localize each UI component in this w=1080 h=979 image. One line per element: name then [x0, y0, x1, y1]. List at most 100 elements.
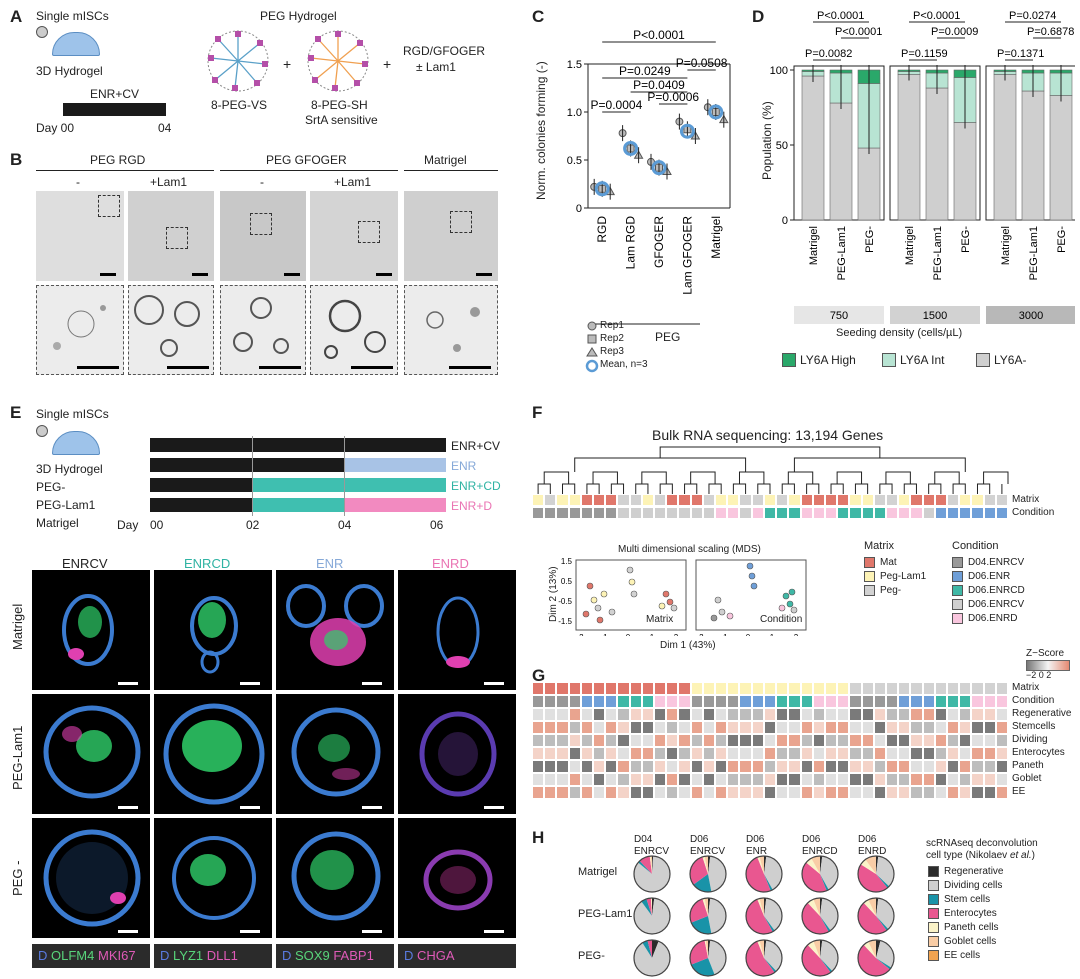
pie-slice-enterocytes [801, 902, 829, 934]
heat-matrix-cell [812, 682, 825, 695]
d-category-label: PEG-Lam1 [836, 226, 848, 280]
g-row-dividing: Dividing [1012, 734, 1048, 745]
pie-outline [689, 939, 727, 977]
heat-matrix-cell [946, 682, 960, 695]
heat-cell [666, 747, 679, 760]
heat-matrix-cell [922, 682, 935, 695]
heat-cell [849, 708, 862, 721]
h-legend-title2-b: et al. [1009, 850, 1032, 861]
heat-cell [556, 760, 569, 773]
pie-slice-regenerative [652, 898, 655, 916]
heat-cell [702, 747, 716, 760]
g-zticks: −2 0 2 [1026, 670, 1052, 680]
mds-xtick: 0 [746, 633, 751, 636]
dendro-link [976, 483, 991, 494]
pie-slice-goblet-cells [704, 856, 708, 874]
heat-condition-cell [739, 695, 752, 708]
heat-cell [702, 734, 716, 747]
e-bar-enrd-c [344, 498, 446, 512]
dendro-link [903, 483, 917, 494]
heat-cell [751, 708, 764, 721]
heat-cell [995, 760, 1008, 773]
mds-point-matrix [666, 598, 674, 606]
condition-cell [544, 507, 557, 519]
heat-cell [983, 708, 996, 721]
pie-slice-dividing-cells [634, 898, 670, 934]
condition-cell [885, 507, 899, 519]
g-row-stemcells: Stemcells [1012, 721, 1056, 732]
condition-cell [849, 507, 862, 519]
fluor-matrigel-enr [276, 570, 394, 690]
e-row-peglam: PEG-Lam1 [36, 498, 96, 512]
heat-cell [959, 773, 972, 786]
panel-letter-h: H [532, 828, 545, 847]
a-plus-2: + [383, 56, 392, 72]
pie-outline [633, 855, 671, 893]
heat-cell [898, 721, 911, 734]
h-legend-title2: cell type (Nikolaev et al.) [926, 850, 1035, 861]
b-sub-2: +Lam1 [150, 175, 188, 189]
heat-matrix-cell [568, 682, 581, 695]
heat-cell [898, 734, 911, 747]
c-ytick-label: 1.5 [567, 59, 582, 71]
heat-cell [617, 786, 630, 799]
e-cells-label: Single mISCs [36, 407, 109, 421]
h-legend-label: EE cells [944, 950, 981, 961]
heat-cell [971, 786, 984, 799]
e-bar-enr-a [150, 458, 344, 472]
h-col-label: D06 [746, 834, 765, 845]
pie-slice-paneth-cells [702, 856, 708, 874]
heat-cell [971, 747, 984, 760]
heat-matrix-cell [995, 682, 1008, 695]
heat-cell [763, 734, 777, 747]
b-rule-gfoger [220, 170, 398, 171]
g-row-paneth: Paneth [1012, 760, 1044, 771]
mds-point-matrix [594, 604, 602, 612]
heat-cell [593, 721, 606, 734]
pie-slice-stem-cells [638, 860, 652, 874]
stain-chip-3: D SOX9 FABP1 [276, 944, 394, 968]
f-dendrogram [537, 446, 1009, 494]
mds-point-condition [718, 608, 726, 616]
matrix-cell [812, 494, 825, 506]
dendro-link [574, 457, 747, 472]
dendro-link [635, 483, 649, 494]
pie-slice-goblet-cells [704, 898, 708, 916]
heat-condition-cell [995, 695, 1008, 708]
pie-outline [633, 939, 671, 977]
mds-point-matrix [658, 602, 666, 610]
heat-cell [910, 721, 923, 734]
heat-cell [995, 721, 1008, 734]
d-leg-neg-swatch [976, 353, 990, 367]
pie-outline [857, 897, 895, 935]
pie-slice-dividing-cells [708, 940, 726, 975]
heat-cell [751, 760, 764, 773]
condition-cell [763, 507, 777, 519]
pie-slice-dividing-cells [820, 898, 838, 931]
heat-cell [690, 734, 703, 747]
heat-cell [934, 708, 947, 721]
dendro-link [885, 471, 911, 484]
heat-cell [849, 773, 862, 786]
pie-slice-dividing-cells [764, 898, 782, 931]
matrix-cell [837, 494, 850, 506]
d-pvalue: P=0.0009 [931, 26, 978, 38]
heat-cell [580, 721, 594, 734]
heat-cell [654, 760, 667, 773]
d-pvalue: P=0.1371 [997, 48, 1044, 60]
dendro-link [592, 471, 618, 484]
heat-cell [910, 734, 923, 747]
dendro-link [641, 471, 667, 484]
heat-cell [922, 734, 935, 747]
matrix-cell [849, 494, 862, 506]
dendro-link [586, 483, 600, 494]
pie-outline [633, 897, 671, 935]
heat-cell [763, 708, 777, 721]
f-leg-peglam: Peg-Lam1 [880, 571, 927, 582]
h-legend-label: Paneth cells [944, 922, 999, 933]
f-leg-c1: D04.ENRCV [968, 557, 1025, 568]
heat-cell [678, 773, 691, 786]
heat-cell [580, 786, 594, 799]
mds-ytick: 1.5 [561, 557, 573, 566]
pie-slice-goblet-cells [650, 856, 652, 874]
